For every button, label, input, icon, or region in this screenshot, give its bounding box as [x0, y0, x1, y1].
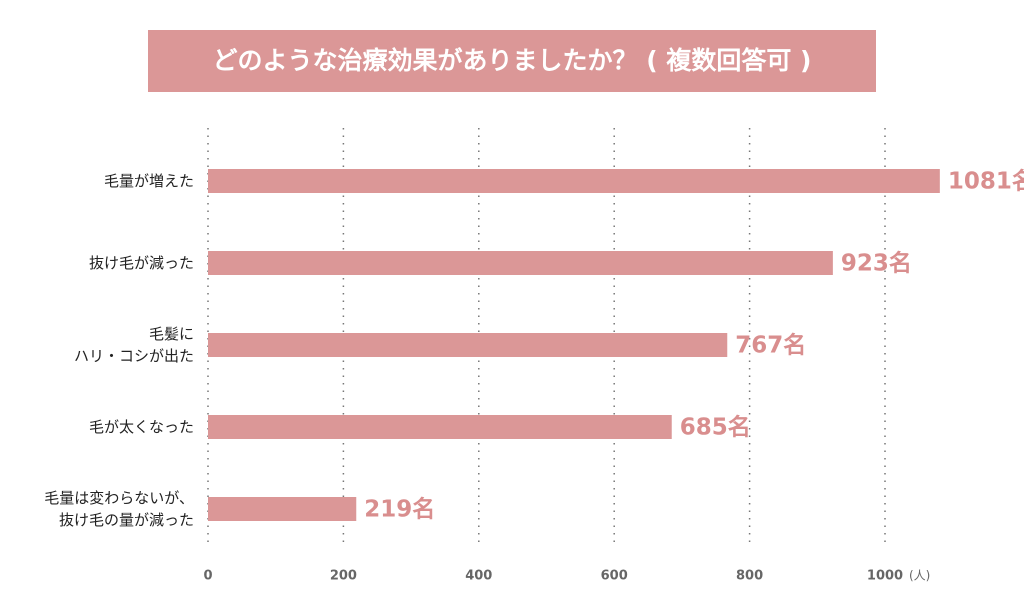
- data-label: 1081名: [948, 168, 1024, 195]
- x-tick-label: 800: [736, 569, 763, 584]
- x-tick-label: 1000: [867, 569, 903, 584]
- bar: [208, 333, 728, 357]
- bar: [208, 169, 940, 193]
- bar: [208, 415, 672, 439]
- bar: [208, 251, 833, 275]
- y-tick-label: 毛髪に ハリ・コシが出た: [73, 325, 194, 365]
- bar: [208, 497, 357, 521]
- x-tick-label: 200: [330, 569, 357, 584]
- data-label: 685名: [680, 414, 751, 441]
- data-label: 923名: [841, 250, 912, 277]
- x-tick-label: 400: [465, 569, 492, 584]
- y-tick-label: 抜け毛が減った: [88, 254, 194, 272]
- data-label: 219名: [364, 496, 435, 523]
- data-label: 767名: [735, 332, 806, 359]
- x-axis-label: (人): [909, 569, 930, 583]
- title-box: [148, 30, 876, 92]
- chart-title: どのような治療効果がありましたか？ ( 複数回答可 ): [213, 46, 812, 75]
- x-tick-label: 600: [601, 569, 628, 584]
- y-tick-label: 毛量は変わらないが、 抜け毛の量が減った: [44, 489, 194, 529]
- x-tick-label: 0: [203, 569, 212, 584]
- y-tick-label: 毛が太くなった: [88, 418, 194, 436]
- y-tick-label: 毛量が増えた: [103, 172, 194, 190]
